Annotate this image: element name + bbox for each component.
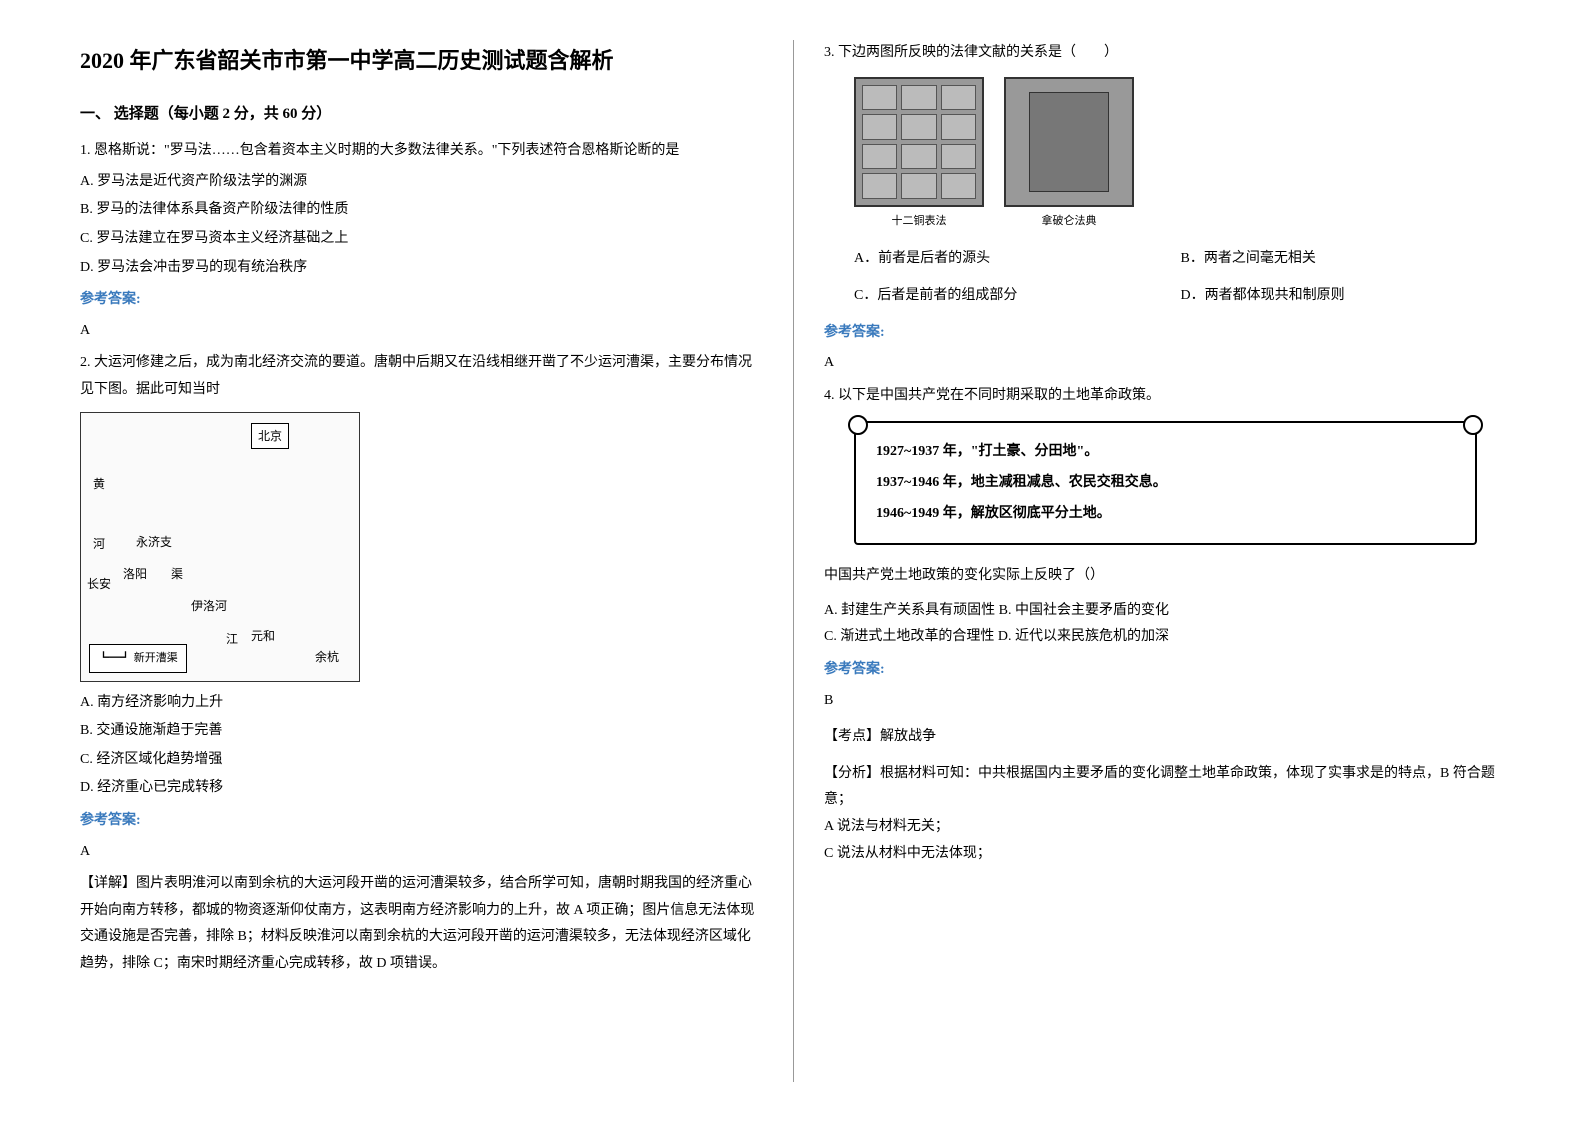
q4-option-c: C. 渐进式土地改革的合理性 [824, 629, 994, 644]
q2-option-c: C. 经济区域化趋势增强 [80, 747, 763, 774]
q4-box-line1: 1927~1937 年，"打土豪、分田地"。 [876, 439, 1455, 466]
map-yuanhe: 元和 [251, 625, 275, 648]
q4-option-b: B. 中国社会主要矛盾的变化 [999, 603, 1169, 618]
map-city-luoyang: 洛阳 [123, 563, 147, 586]
q3-option-d: D．两者都体现共和制原则 [1181, 283, 1508, 310]
q2-answer-label: 参考答案: [80, 808, 763, 835]
q2-option-d: D. 经济重心已完成转移 [80, 775, 763, 802]
q1-option-c: C. 罗马法建立在罗马资本主义经济基础之上 [80, 226, 763, 253]
q2-stem: 2. 大运河修建之后，成为南北经济交流的要道。唐朝中后期又在沿线相继开凿了不少运… [80, 350, 763, 403]
q3-option-c: C．后者是前者的组成部分 [854, 283, 1181, 310]
q1-option-d: D. 罗马法会冲击罗马的现有统治秩序 [80, 255, 763, 282]
q4-answer: B [824, 688, 1507, 715]
q1-answer: A [80, 318, 763, 345]
q3-figure-2: 拿破仑法典 [1004, 77, 1134, 232]
q3-option-b: B．两者之间毫无相关 [1181, 246, 1508, 273]
map-city-yuhang: 余杭 [315, 646, 339, 669]
twelve-tables-image [854, 77, 984, 207]
q4-substem: 中国共产党土地政策的变化实际上反映了（） [824, 563, 1507, 590]
section-heading: 一、 选择题（每小题 2 分，共 60 分） [80, 100, 763, 129]
map-city-changan: 长安 [87, 573, 111, 596]
q3-answer-label: 参考答案: [824, 320, 1507, 347]
q1-answer-label: 参考答案: [80, 287, 763, 314]
q2-option-b: B. 交通设施渐趋于完善 [80, 718, 763, 745]
q4-option-a: A. 封建生产关系具有顽固性 [824, 603, 995, 618]
map-jiang: 江 [226, 628, 238, 651]
map-yiluo: 伊洛河 [191, 595, 227, 618]
q3-figures: 十二铜表法 拿破仑法典 [854, 77, 1507, 232]
map-river-huang: 黄 [93, 473, 105, 496]
map-qu: 渠 [171, 563, 183, 586]
q1-option-a: A. 罗马法是近代资产阶级法学的渊源 [80, 169, 763, 196]
map-river-he: 河 [93, 533, 105, 556]
q4-box-line2: 1937~1946 年，地主减租减息、农民交租交息。 [876, 470, 1455, 497]
q4-land-policy-box: 1927~1937 年，"打土豪、分田地"。 1937~1946 年，地主减租减… [854, 421, 1477, 545]
q1-stem: 1. 恩格斯说："罗马法……包含着资本主义时期的大多数法律关系。"下列表述符合恩… [80, 138, 763, 165]
q3-answer: A [824, 350, 1507, 377]
q4-answer-label: 参考答案: [824, 657, 1507, 684]
q3-option-a: A．前者是后者的源头 [854, 246, 1181, 273]
q3-caption-2: 拿破仑法典 [1004, 211, 1134, 232]
q3-caption-1: 十二铜表法 [854, 211, 984, 232]
q1-option-b: B. 罗马的法律体系具备资产阶级法律的性质 [80, 197, 763, 224]
q4-stem: 4. 以下是中国共产党在不同时期采取的土地革命政策。 [824, 383, 1507, 410]
q3-stem: 3. 下边两图所反映的法律文献的关系是（ ） [824, 40, 1507, 67]
q4-fenxi: 【分析】根据材料可知：中共根据国内主要矛盾的变化调整土地革命政策，体现了实事求是… [824, 761, 1507, 814]
page-title: 2020 年广东省韶关市市第一中学高二历史测试题含解析 [80, 40, 763, 82]
map-yongji: 永济支 [136, 531, 172, 554]
q2-option-a: A. 南方经济影响力上升 [80, 690, 763, 717]
q2-explanation: 【详解】图片表明淮河以南到余杭的大运河段开凿的运河漕渠较多，结合所学可知，唐朝时… [80, 871, 763, 977]
q2-map-figure: 北京 黄 河 永济支 洛阳 长安 渠 伊洛河 江 元和 余杭 ┗━┛ 新开漕渠 [80, 412, 360, 682]
q4-option-d: D. 近代以来民族危机的加深 [998, 629, 1169, 644]
q2-answer: A [80, 839, 763, 866]
napoleon-code-image [1004, 77, 1134, 207]
q4-fenxi-c: C 说法从材料中无法体现； [824, 841, 1507, 868]
map-city-beijing: 北京 [251, 423, 289, 450]
q4-fenxi-a: A 说法与材料无关； [824, 814, 1507, 841]
q4-box-line3: 1946~1949 年，解放区彻底平分土地。 [876, 501, 1455, 528]
map-legend: ┗━┛ 新开漕渠 [89, 644, 187, 673]
q4-kaodian: 【考点】解放战争 [824, 724, 1507, 751]
q3-figure-1: 十二铜表法 [854, 77, 984, 232]
